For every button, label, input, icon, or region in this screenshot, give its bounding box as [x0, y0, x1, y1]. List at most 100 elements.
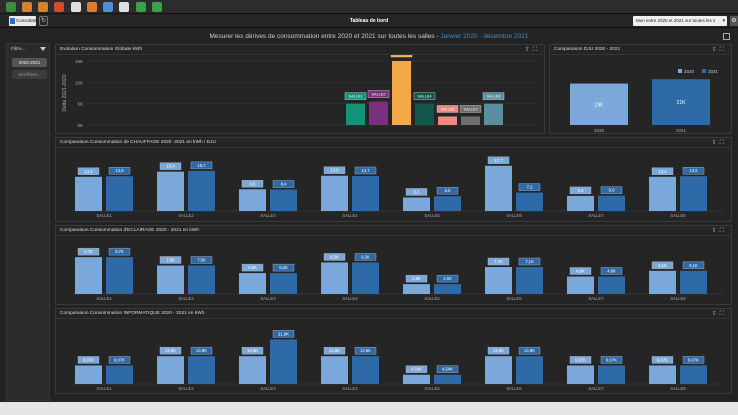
bar[interactable] — [434, 374, 461, 384]
bar[interactable] — [485, 356, 512, 384]
bar[interactable] — [157, 356, 184, 384]
bar[interactable] — [239, 356, 266, 384]
bar[interactable] — [321, 356, 348, 384]
chart-icon[interactable] — [22, 2, 32, 12]
bar[interactable] — [438, 116, 457, 125]
bar[interactable] — [434, 196, 461, 211]
bar-label-box — [159, 346, 182, 355]
bar[interactable] — [321, 262, 348, 294]
bar-value-label: 17,7 — [494, 158, 503, 163]
bar[interactable] — [239, 189, 266, 211]
bar[interactable] — [352, 356, 379, 384]
bar[interactable] — [270, 273, 297, 294]
bar[interactable] — [461, 116, 480, 125]
x-tick-label: SALLE7 — [588, 213, 604, 218]
dashboard-icon[interactable] — [103, 2, 113, 12]
home-icon[interactable] — [6, 2, 16, 12]
bar-value-label: 4,6K — [576, 269, 585, 274]
bar[interactable] — [346, 103, 365, 125]
bar-value-label: 5,8 — [445, 188, 451, 193]
export-icon[interactable] — [723, 33, 730, 40]
bar[interactable] — [239, 273, 266, 294]
bar-value-label: 13,6 — [115, 168, 124, 173]
bar-value-label: 21K — [677, 100, 687, 106]
refresh-button[interactable]: ↻ — [39, 16, 48, 26]
bar[interactable] — [352, 175, 379, 211]
bar[interactable] — [598, 365, 625, 384]
bar[interactable] — [649, 365, 676, 384]
panel-header — [56, 226, 731, 236]
bar[interactable] — [270, 189, 297, 211]
bar-label-box — [436, 186, 459, 195]
bar[interactable] — [392, 61, 411, 125]
bar[interactable] — [649, 270, 676, 294]
bar[interactable] — [352, 262, 379, 294]
bar[interactable] — [403, 284, 430, 294]
tab-consultation[interactable]: Consultation — [9, 16, 41, 26]
export-icon[interactable] — [136, 2, 146, 12]
bar-label-box — [487, 257, 510, 266]
panel-actions[interactable]: ⇧⛶ — [711, 47, 727, 53]
bar[interactable] — [106, 257, 133, 294]
bar-value-label: 9,07K — [657, 357, 668, 362]
bar[interactable] — [188, 265, 215, 295]
bar-value-label: 9,7K — [115, 249, 124, 254]
bar[interactable] — [485, 267, 512, 294]
bar-label: SALLE5 — [441, 107, 455, 111]
bar[interactable] — [598, 195, 625, 211]
panel-actions[interactable]: ⇧⛶ — [711, 140, 727, 146]
funnel-icon[interactable] — [40, 47, 46, 51]
bar[interactable] — [434, 284, 461, 294]
bar[interactable] — [484, 103, 503, 125]
settings-icon[interactable] — [152, 2, 162, 12]
bar[interactable] — [516, 267, 543, 294]
bar[interactable] — [270, 339, 297, 384]
document-icon[interactable] — [71, 2, 81, 12]
bar[interactable] — [567, 276, 594, 294]
bar[interactable] — [75, 176, 102, 211]
bar[interactable] — [106, 176, 133, 211]
filter-more-button[interactable]: Set filtres... — [12, 70, 47, 79]
bar[interactable] — [157, 265, 184, 295]
bar-label-box — [323, 166, 346, 174]
bar[interactable] — [680, 365, 707, 384]
panel-actions[interactable]: ⇧⛶ — [524, 47, 540, 53]
bar[interactable] — [75, 365, 102, 384]
bar[interactable] — [567, 365, 594, 384]
bar-label-box — [487, 346, 510, 355]
bar[interactable] — [680, 270, 707, 294]
panel-header — [56, 138, 731, 148]
bar[interactable] — [106, 365, 133, 384]
bar[interactable] — [598, 276, 625, 294]
bar[interactable] — [75, 257, 102, 294]
period-select[interactable]: Mon entre 2020 et 2021 sur toutes les s ▾ — [633, 16, 727, 26]
bar[interactable] — [680, 176, 707, 211]
bar[interactable] — [188, 170, 215, 211]
gauge-icon[interactable] — [87, 2, 97, 12]
alert-icon[interactable] — [54, 2, 64, 12]
chart-informatique: 9,07K 9,07K SALLE1 13,6K 13,6K SALLE2 13,6K 21,… — [70, 330, 724, 391]
bar[interactable] — [649, 176, 676, 211]
bar[interactable] — [570, 83, 628, 125]
bar[interactable] — [516, 192, 543, 211]
bar-value-label: 13,6K — [247, 348, 258, 353]
copy-icon[interactable] — [119, 2, 129, 12]
bar[interactable] — [157, 171, 184, 211]
bar-value-label: 6,0 — [609, 188, 615, 193]
bar[interactable] — [415, 103, 434, 125]
bar[interactable] — [188, 356, 215, 384]
panel-actions[interactable]: ⇧⛶ — [711, 228, 727, 234]
bar[interactable] — [369, 101, 388, 125]
bar[interactable] — [652, 79, 710, 125]
bar[interactable] — [403, 374, 430, 384]
bar[interactable] — [485, 165, 512, 211]
table-icon[interactable] — [38, 2, 48, 12]
bar[interactable] — [567, 195, 594, 211]
bar[interactable] — [403, 197, 430, 211]
bar[interactable] — [321, 175, 348, 211]
filter-chip-period[interactable]: 2020-2021 — [12, 58, 47, 67]
bar-label-box — [459, 105, 482, 113]
bar[interactable] — [516, 356, 543, 384]
panel-actions[interactable]: ⇧⛶ — [711, 311, 727, 317]
gear-icon[interactable]: ⚙ — [730, 16, 738, 26]
